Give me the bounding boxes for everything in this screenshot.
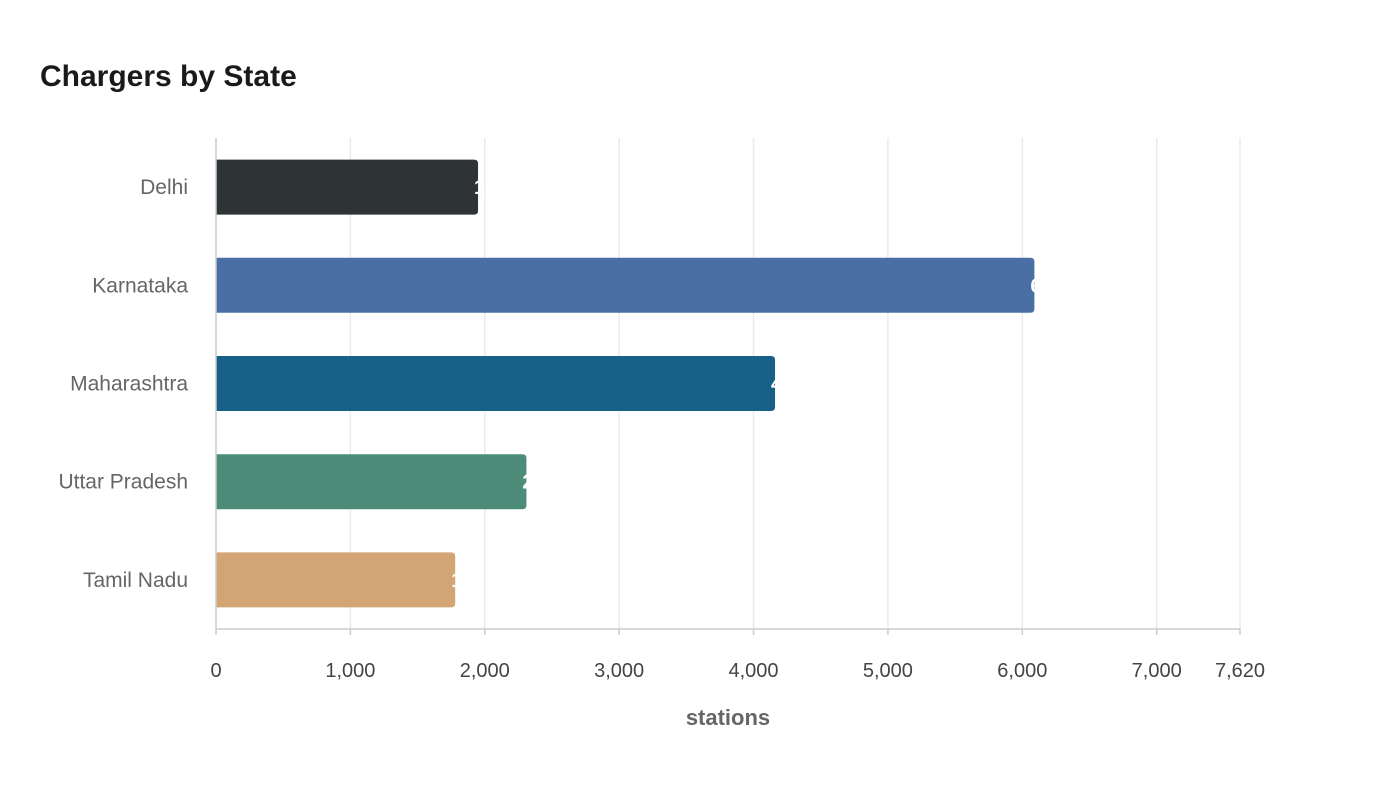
bar	[216, 257, 1035, 313]
x-tick-label: 0	[210, 660, 221, 682]
bar-value-label: 1	[451, 570, 462, 592]
x-tick-label: 2,000	[460, 660, 510, 682]
x-axis-title: stations	[686, 705, 770, 730]
bar	[216, 552, 456, 608]
chart-title: Chargers by State	[40, 60, 297, 93]
bar	[216, 356, 776, 411]
x-tick-label: 7,000	[1132, 660, 1182, 682]
x-tick-label: 7,620	[1215, 660, 1265, 682]
category-label: Delhi	[140, 176, 188, 199]
bar-value-label: 4	[771, 374, 783, 396]
axes	[215, 138, 1241, 635]
labels: 0 1,000 2,000 3,000 4,000 5,000 6,000 7,000 7,62…	[58, 176, 1265, 682]
x-tick-label: 6,000	[997, 660, 1047, 682]
category-label: Maharashtra	[70, 373, 188, 396]
category-label: Uttar Pradesh	[58, 471, 188, 494]
bar	[216, 159, 479, 215]
bar-value-label: 6	[1030, 275, 1041, 297]
category-label: Karnataka	[92, 274, 188, 297]
category-label: Tamil Nadu	[83, 569, 188, 592]
x-tick-label: 3,000	[594, 660, 644, 682]
bar-value-label: 1	[474, 177, 485, 199]
x-tick-label: 1,000	[325, 660, 375, 682]
bar-value-label: 2	[522, 472, 533, 494]
x-tick-label: 5,000	[863, 660, 913, 682]
x-tick-label: 4,000	[729, 660, 779, 682]
bar	[216, 454, 527, 510]
bars	[216, 159, 1035, 608]
